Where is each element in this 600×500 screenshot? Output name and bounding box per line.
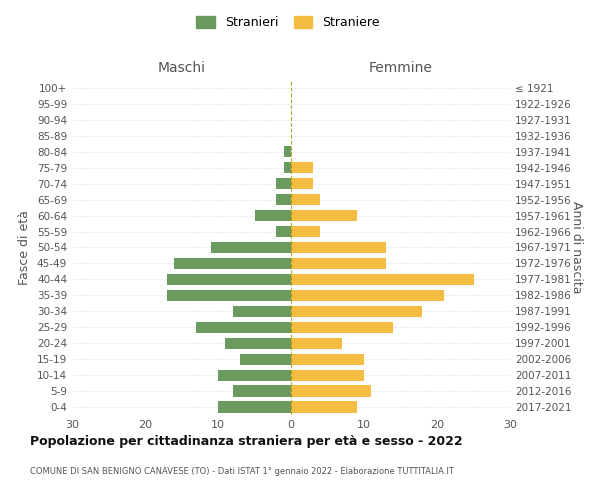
Y-axis label: Anni di nascita: Anni di nascita [570,201,583,294]
Bar [240,354,291,364]
Bar [196,322,291,333]
Bar [233,306,291,317]
Bar [233,386,291,396]
Text: Femmine: Femmine [368,61,433,75]
Bar [277,226,291,237]
Bar [291,178,313,190]
Bar [226,338,291,349]
Bar [284,162,291,173]
Bar [284,146,291,158]
Bar [291,274,473,285]
Bar [291,386,371,396]
Bar [277,178,291,190]
Bar [291,210,356,221]
Y-axis label: Fasce di età: Fasce di età [19,210,31,285]
Text: Popolazione per cittadinanza straniera per età e sesso - 2022: Popolazione per cittadinanza straniera p… [30,435,463,448]
Bar [291,194,320,205]
Text: COMUNE DI SAN BENIGNO CANAVESE (TO) - Dati ISTAT 1° gennaio 2022 - Elaborazione : COMUNE DI SAN BENIGNO CANAVESE (TO) - Da… [30,468,454,476]
Bar [291,338,342,349]
Text: Maschi: Maschi [157,61,205,75]
Bar [218,370,291,380]
Bar [167,274,291,285]
Legend: Stranieri, Straniere: Stranieri, Straniere [191,11,385,34]
Bar [167,290,291,301]
Bar [218,402,291,412]
Bar [277,194,291,205]
Bar [291,306,422,317]
Bar [291,402,356,412]
Bar [291,258,386,269]
Bar [291,242,386,253]
Bar [174,258,291,269]
Bar [254,210,291,221]
Bar [291,226,320,237]
Bar [291,322,393,333]
Bar [291,290,444,301]
Bar [291,370,364,380]
Bar [211,242,291,253]
Bar [291,162,313,173]
Bar [291,354,364,364]
